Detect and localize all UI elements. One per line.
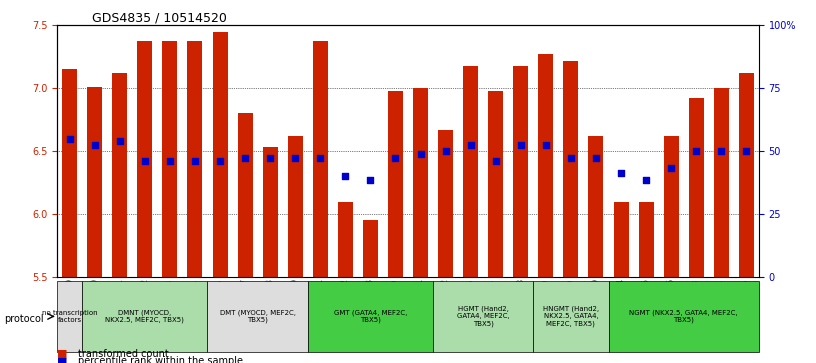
Text: HGMT (Hand2,
GATA4, MEF2C,
TBX5): HGMT (Hand2, GATA4, MEF2C, TBX5) <box>457 306 509 327</box>
FancyBboxPatch shape <box>534 281 609 352</box>
FancyBboxPatch shape <box>433 281 534 352</box>
Point <box>565 155 578 160</box>
Bar <box>363 220 378 277</box>
Bar <box>162 41 177 277</box>
Text: DMNT (MYOCD,
NKX2.5, MEF2C, TBX5): DMNT (MYOCD, NKX2.5, MEF2C, TBX5) <box>105 309 184 323</box>
Point <box>539 142 552 148</box>
Bar <box>463 66 478 277</box>
Bar <box>237 114 253 277</box>
Bar <box>388 91 403 277</box>
Bar <box>714 88 729 277</box>
Point <box>238 155 251 160</box>
Bar <box>188 41 202 277</box>
Point <box>113 138 126 144</box>
Bar <box>438 130 453 277</box>
Point <box>665 165 678 171</box>
FancyBboxPatch shape <box>609 281 759 352</box>
Text: protocol: protocol <box>4 314 44 325</box>
Bar <box>689 98 703 277</box>
Point <box>289 155 302 160</box>
Point <box>490 158 503 164</box>
Point <box>313 155 326 160</box>
Text: transformed count: transformed count <box>78 349 168 359</box>
Bar <box>288 136 303 277</box>
Text: DMT (MYOCD, MEF2C,
TBX5): DMT (MYOCD, MEF2C, TBX5) <box>220 309 295 323</box>
Point <box>63 136 76 142</box>
FancyBboxPatch shape <box>207 281 308 352</box>
Point <box>139 158 152 164</box>
Bar <box>338 201 353 277</box>
FancyBboxPatch shape <box>308 281 433 352</box>
Text: ■: ■ <box>57 356 68 363</box>
Point <box>163 158 176 164</box>
Point <box>464 142 477 148</box>
Text: HNGMT (Hand2,
NKX2.5, GATA4,
MEF2C, TBX5): HNGMT (Hand2, NKX2.5, GATA4, MEF2C, TBX5… <box>543 306 599 327</box>
Bar <box>663 136 679 277</box>
Point <box>389 155 402 160</box>
Bar <box>639 201 654 277</box>
Point <box>364 177 377 183</box>
Bar <box>738 73 754 277</box>
Bar <box>62 69 78 277</box>
Text: ■: ■ <box>57 349 68 359</box>
Point <box>514 142 527 148</box>
Point <box>740 148 753 154</box>
Bar <box>212 32 228 277</box>
Bar <box>113 73 127 277</box>
Bar <box>488 91 503 277</box>
Point <box>188 158 202 164</box>
Point <box>439 148 452 154</box>
Text: GDS4835 / 10514520: GDS4835 / 10514520 <box>92 11 227 24</box>
Bar <box>513 66 528 277</box>
Point <box>414 151 427 157</box>
FancyBboxPatch shape <box>57 281 82 352</box>
Bar <box>137 41 153 277</box>
Point <box>715 148 728 154</box>
Point <box>339 174 352 179</box>
Text: GMT (GATA4, MEF2C,
TBX5): GMT (GATA4, MEF2C, TBX5) <box>334 309 407 323</box>
Point <box>214 158 227 164</box>
Point <box>264 155 277 160</box>
Bar <box>563 61 579 277</box>
Bar <box>413 88 428 277</box>
Point <box>88 142 101 148</box>
Bar <box>614 201 628 277</box>
Text: no transcription
factors: no transcription factors <box>42 310 97 323</box>
Bar <box>263 147 277 277</box>
Text: NGMT (NKX2.5, GATA4, MEF2C,
TBX5): NGMT (NKX2.5, GATA4, MEF2C, TBX5) <box>629 309 738 323</box>
FancyBboxPatch shape <box>82 281 207 352</box>
Text: percentile rank within the sample: percentile rank within the sample <box>78 356 242 363</box>
Point <box>690 148 703 154</box>
Point <box>614 170 628 176</box>
Bar <box>588 136 604 277</box>
Bar <box>87 87 102 277</box>
Bar <box>313 41 328 277</box>
Point <box>640 177 653 183</box>
Point <box>589 155 602 160</box>
Bar <box>539 54 553 277</box>
